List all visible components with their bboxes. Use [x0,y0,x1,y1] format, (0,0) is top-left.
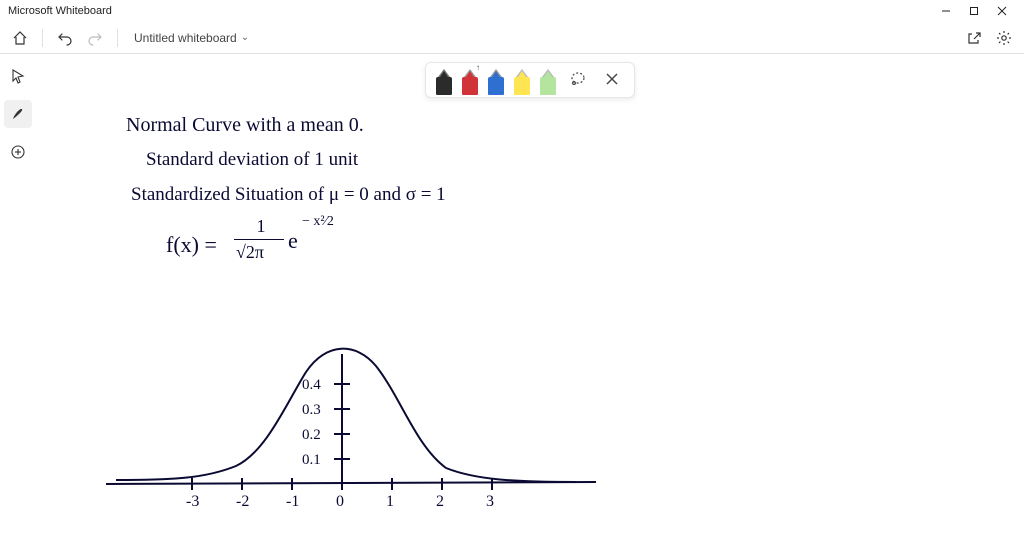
title-bar: Microsoft Whiteboard [0,0,1024,22]
bell-curve [116,349,576,482]
separator [117,29,118,47]
svg-text:-3: -3 [186,493,199,510]
maximize-button[interactable] [960,0,988,22]
side-toolbar [0,54,36,544]
separator [42,29,43,47]
document-title[interactable]: Untitled whiteboard ⌄ [128,29,255,47]
svg-text:0: 0 [336,493,344,510]
redo-icon[interactable] [83,26,107,50]
share-icon[interactable] [962,26,986,50]
svg-text:3: 3 [486,493,494,510]
pointer-icon[interactable] [4,62,32,90]
chevron-down-icon: ⌄ [241,32,249,43]
svg-text:-1: -1 [286,493,299,510]
normal-curve-chart: -3 -2 -1 0 1 2 3 0.4 0.3 0.2 0.1 [36,54,736,544]
svg-text:1: 1 [386,493,394,510]
ink-icon[interactable] [4,100,32,128]
add-icon[interactable] [4,138,32,166]
svg-text:0.1: 0.1 [302,452,321,468]
svg-text:0.4: 0.4 [302,377,321,393]
close-button[interactable] [988,0,1016,22]
main-toolbar: Untitled whiteboard ⌄ [0,22,1024,54]
settings-icon[interactable] [992,26,1016,50]
svg-text:-2: -2 [236,493,249,510]
document-title-label: Untitled whiteboard [134,31,237,45]
svg-text:0.2: 0.2 [302,427,321,443]
whiteboard-canvas[interactable]: ↑ [36,54,1024,544]
x-axis [106,482,596,484]
app-title: Microsoft Whiteboard [8,5,112,17]
undo-icon[interactable] [53,26,77,50]
svg-text:2: 2 [436,493,444,510]
workspace: ↑ [0,54,1024,544]
svg-text:0.3: 0.3 [302,402,321,418]
home-icon[interactable] [8,26,32,50]
minimize-button[interactable] [932,0,960,22]
